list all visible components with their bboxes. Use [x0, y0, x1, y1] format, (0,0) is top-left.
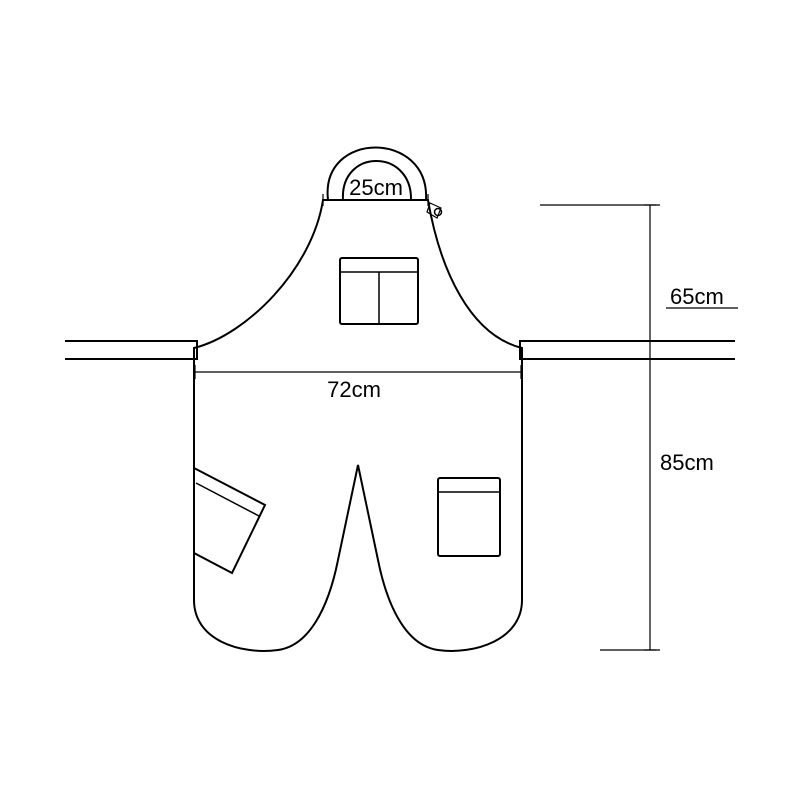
tie-left [65, 341, 197, 359]
tie-right [520, 341, 735, 359]
dim-neck-width-label: 25cm [349, 175, 403, 200]
left-diagonal-pocket [194, 468, 265, 573]
apron-diagram: 25cm 72cm 65cm 85cm [0, 0, 800, 800]
dim-height-label: 85cm [660, 450, 714, 475]
dim-neck-width: 25cm [323, 175, 428, 206]
dim-height: 85cm [540, 205, 714, 650]
right-pocket [438, 478, 500, 556]
chest-pocket [340, 258, 418, 324]
apron-outline [194, 200, 522, 651]
dim-body-width: 72cm [195, 365, 521, 402]
dim-tie-length-label: 65cm [670, 284, 724, 309]
dim-body-width-label: 72cm [327, 377, 381, 402]
